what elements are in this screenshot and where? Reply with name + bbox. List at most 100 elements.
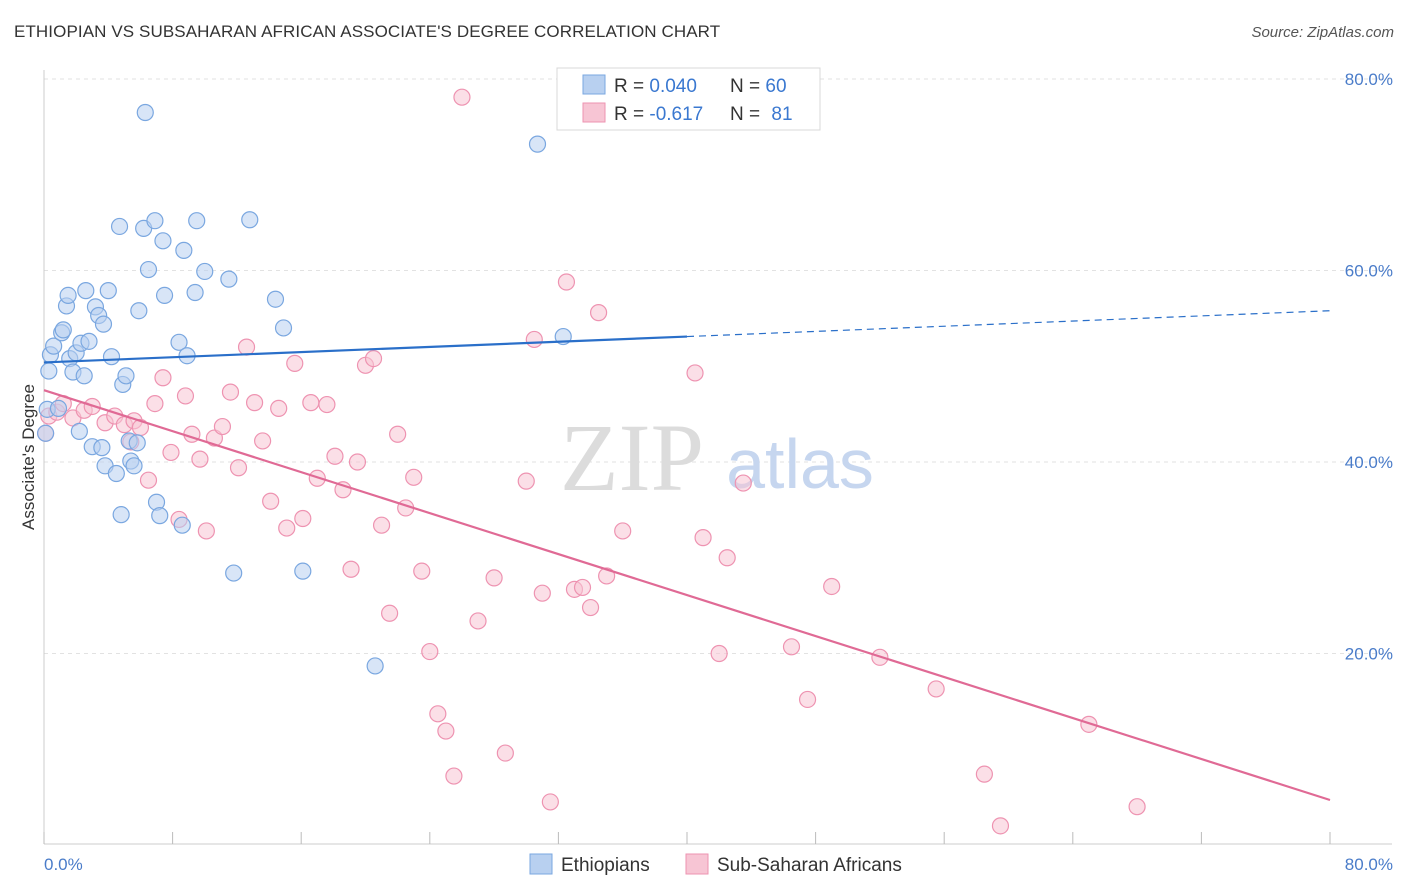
ethiopians-point [139,260,158,279]
ethiopians-point [128,434,146,452]
sub-saharan-point [342,560,360,578]
ethiopians-point [528,135,547,153]
ethiopians-point [54,321,72,339]
sub-saharan-point [278,519,296,537]
sub-saharan-trend-line [43,389,1331,802]
sub-saharan-r-value: -0.617 [649,104,703,125]
sub-saharan-point [429,705,447,723]
ethiopians-point [45,337,63,355]
ethiopians-point [59,286,77,304]
ethiopians-point [94,315,113,333]
y-tick-labels: 20.0% 40.0% 60.0% 80.0% [1345,70,1393,664]
svg-text:N = 60: N = 60 [730,76,787,97]
ethiopians-point [125,457,143,475]
svg-text:R = -0.617: R = -0.617 [614,104,703,125]
sub-saharan-r-label: R = [614,104,649,125]
ethiopians-point [151,507,169,525]
ethiopians-point [186,283,204,302]
sub-saharan-point [237,338,256,356]
sub-saharan-point [421,642,439,661]
trend-lines [43,310,1331,802]
sub-saharan-point [213,417,232,436]
ethiopians-point [112,506,130,524]
sub-saharan-point [270,399,288,417]
ethiopians-point [225,564,243,582]
ethiopians-point [40,362,58,380]
svg-text:R = 0.040: R = 0.040 [614,76,697,97]
sub-saharan-point [326,447,344,465]
sub-saharan-point [245,394,264,412]
sub-saharan-point [453,88,471,106]
legend-sub-saharan-swatch[interactable] [685,853,709,875]
sub-saharan-swatch [582,102,606,123]
sub-saharan-point [286,354,304,372]
sub-saharan-point [533,584,551,602]
ethiopians-point [155,286,174,304]
series-ethiopians [37,103,572,675]
x-tick-label-max: 80.0% [1345,855,1393,874]
ethiopians-point [93,439,111,457]
sub-saharan-n-value: 81 [771,104,792,125]
sub-saharan-point [146,394,164,413]
sub-saharan-point [1080,715,1098,733]
sub-saharan-point [798,690,817,709]
ethiopians-point [102,348,121,366]
source-label: Source: ZipAtlas.com [1251,24,1394,41]
sub-saharan-point [823,577,841,596]
watermark-zip: ZIP [560,404,704,511]
sub-saharan-point [294,509,312,528]
sub-saharan-point [413,562,431,580]
sub-saharan-point [710,644,728,663]
ethiopians-point [294,562,312,580]
ethiopians-point [80,332,98,350]
sub-saharan-point [191,450,209,468]
ethiopians-point [107,464,125,483]
sub-saharan-point [598,567,616,585]
ethiopians-point [77,282,95,300]
sub-saharan-point [221,383,240,401]
sub-saharan-point [557,273,576,291]
sub-saharan-point [485,569,503,587]
ethiopians-point [274,319,293,337]
sub-saharan-point [262,492,280,510]
legend-ethiopians-label[interactable]: Ethiopians [561,855,650,876]
sub-saharan-point [581,598,600,617]
sub-saharan-point [254,432,272,450]
sub-saharan-point [405,468,423,486]
sub-saharan-point [782,638,801,656]
ethiopians-r-label: R = [614,76,649,97]
series-legend: Ethiopians Sub-Saharan Africans [529,853,902,876]
ethiopians-point [117,367,135,385]
ethiopians-point [110,217,129,236]
sub-saharan-point [364,349,383,368]
legend-ethiopians-swatch[interactable] [529,853,553,875]
ethiopians-point [173,516,191,534]
ethiopians-point [130,302,148,320]
ethiopians-point [241,211,259,229]
sub-saharan-point [589,304,608,322]
ethiopians-n-value: 60 [765,76,786,97]
axes [43,70,1392,845]
sub-saharan-point [302,394,320,412]
sub-saharan-point [389,425,407,443]
y-tick-label: 20.0% [1345,645,1393,664]
watermark-atlas: atlas [726,425,874,503]
sub-saharan-point [927,680,945,698]
y-axis-title: Associate's Degree [19,384,38,530]
sub-saharan-point [991,817,1010,835]
ethiopians-trend-extension [686,310,1331,338]
ethiopians-point [75,367,93,385]
sub-saharan-point [469,612,487,630]
ethiopians-point [175,241,193,259]
y-tick-label: 80.0% [1345,70,1393,89]
sub-saharan-point [318,395,336,414]
sub-saharan-point [372,516,391,534]
x-tick-label-min: 0.0% [44,855,83,874]
ethiopians-point [188,212,206,230]
ethiopians-point [99,282,117,300]
ethiopians-point [136,103,154,122]
legend-sub-saharan-label[interactable]: Sub-Saharan Africans [717,855,902,876]
sub-saharan-point [437,722,455,740]
sub-saharan-point [1128,798,1146,816]
